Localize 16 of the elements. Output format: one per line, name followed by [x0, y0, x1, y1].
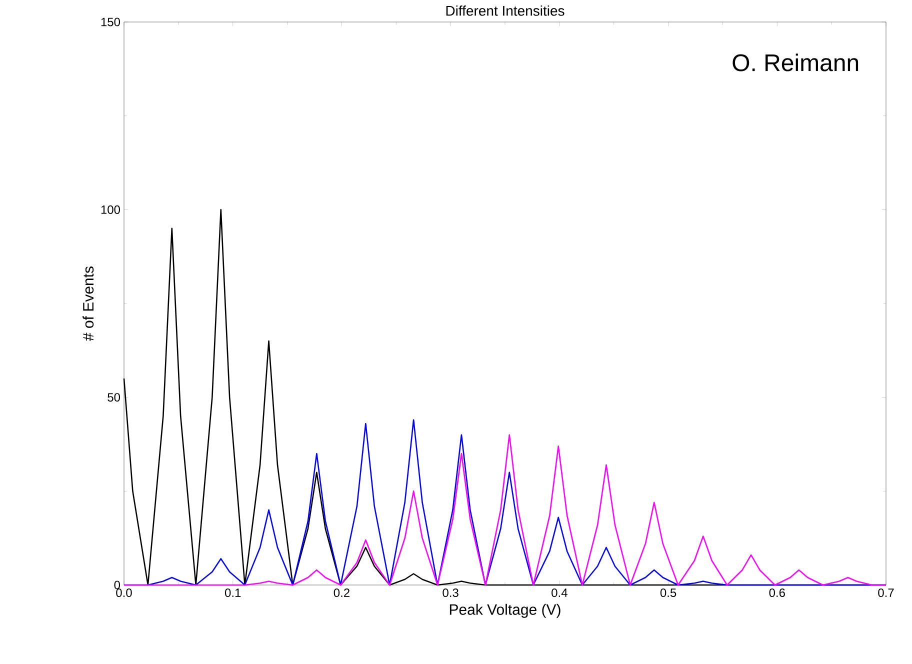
x-tick-label: 0.1	[224, 588, 241, 598]
y-tick-label: 100	[101, 205, 120, 214]
annotation: O. Reimann	[732, 54, 858, 72]
y-tick-label: 0	[114, 580, 120, 590]
x-tick-label: 0.0	[116, 588, 132, 598]
x-tick-label: 0.6	[769, 588, 785, 598]
x-tick-label: 0.2	[334, 588, 350, 598]
chart-title: Different Intensities	[446, 6, 564, 16]
x-tick-label: 0.3	[442, 588, 458, 598]
x-tick-label: 0.7	[878, 588, 894, 598]
y-axis-title: # of Events	[82, 266, 94, 341]
x-tick-label: 0.5	[660, 588, 676, 598]
y-tick-label: 150	[101, 18, 120, 26]
x-tick-label: 0.4	[552, 588, 568, 598]
x-axis-title: Peak Voltage (V)	[450, 604, 560, 618]
y-tick-label: 50	[108, 393, 120, 402]
